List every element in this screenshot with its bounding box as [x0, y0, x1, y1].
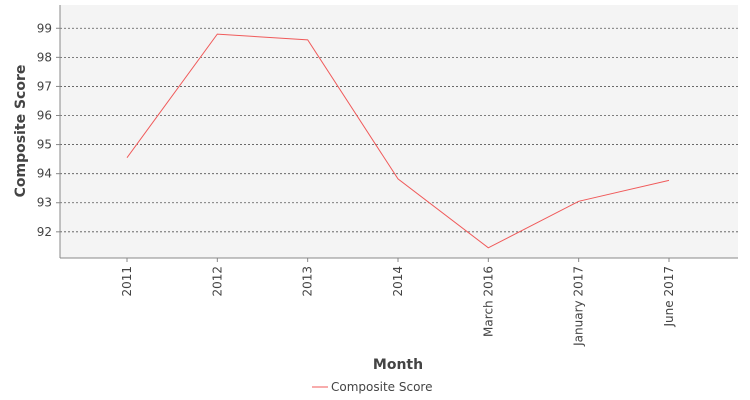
y-axis-ticks: 92 93 94 95 96 97 98 99: [37, 21, 60, 239]
legend: Composite Score: [312, 380, 432, 394]
y-axis-title: Composite Score: [13, 65, 29, 198]
x-tick-label: June 2017: [662, 266, 676, 328]
x-axis-ticks: 2011 2012 2013 2014 March 2016 January 2017 Ju…: [120, 258, 676, 347]
x-tick-label: March 2016: [481, 266, 495, 337]
x-tick-label: 2012: [210, 266, 224, 297]
y-tick-label: 95: [37, 138, 52, 152]
x-axis-title: Month: [373, 357, 423, 373]
y-tick-label: 94: [37, 167, 52, 181]
series-line-composite-score: [126, 33, 670, 249]
x-tick-label: January 2017: [572, 266, 586, 347]
x-tick-label: 2011: [120, 266, 134, 297]
y-tick-label: 96: [37, 109, 52, 123]
legend-label-composite-score: Composite Score: [331, 380, 432, 394]
x-tick-label: 2014: [391, 266, 405, 297]
gridlines: [60, 27, 738, 233]
y-tick-label: 92: [37, 225, 52, 239]
plot-area-background: [60, 5, 738, 258]
y-tick-label: 93: [37, 196, 52, 210]
y-tick-label: 99: [37, 21, 52, 35]
x-tick-label: 2013: [301, 266, 315, 297]
series-lines: [126, 33, 670, 249]
y-tick-label: 97: [37, 79, 52, 93]
y-tick-label: 98: [37, 50, 52, 64]
